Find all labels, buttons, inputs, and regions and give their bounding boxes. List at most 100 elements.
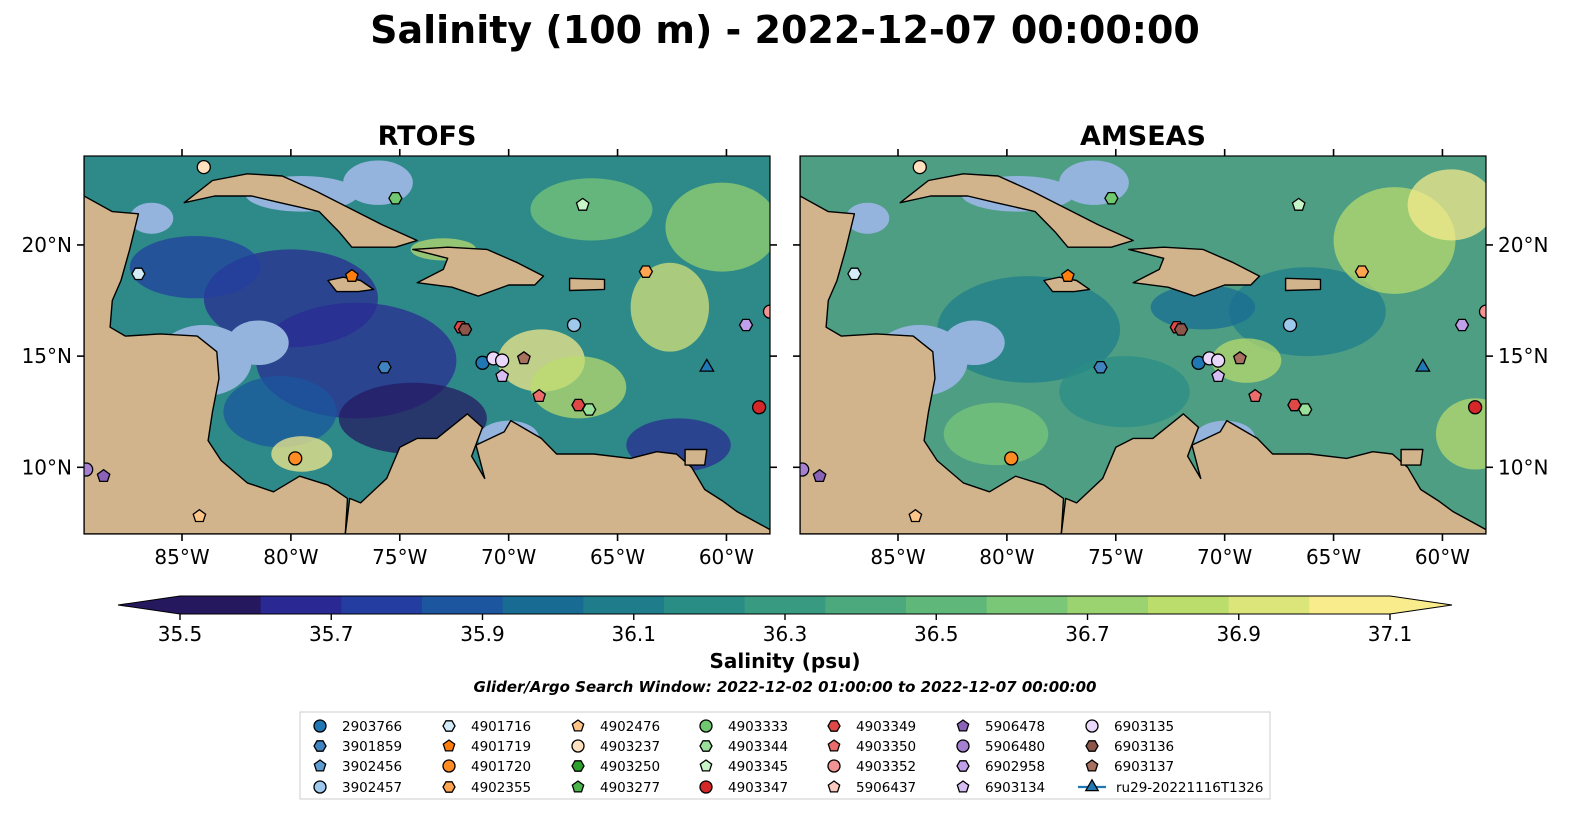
map-ticks-amseas: 85°W 80°W 75°W 70°W 65°W 60°W 10°N 15°N 20°N: [793, 149, 1548, 569]
observation-marker: [1478, 304, 1486, 319]
legend-item: 4903237: [571, 739, 660, 755]
observation-marker: [1093, 360, 1108, 374]
legend-marker: [956, 719, 970, 732]
legend-label: 4903347: [728, 780, 788, 796]
map-ticks-rtofs: 85°W 80°W 75°W 70°W 65°W 60°W 10°N 15°N 20°N: [22, 149, 777, 569]
legend-label: 6903135: [1114, 719, 1174, 735]
legend-marker: [827, 780, 841, 793]
legend-marker: [827, 739, 841, 752]
lon-tick-label: 65°W: [1306, 545, 1361, 569]
colorbar-tick-label: 35.7: [309, 622, 354, 646]
salinity-patch: [1435, 398, 1486, 470]
legend-marker: [442, 781, 456, 793]
colorbar-tick-label: 36.3: [763, 622, 808, 646]
observation-marker: [1104, 191, 1119, 205]
legend-marker: [699, 719, 713, 733]
legend-marker: [1085, 719, 1099, 733]
land-hispaniola: [1128, 246, 1261, 297]
salinity-patch: [129, 236, 261, 299]
salinity-patch: [1211, 338, 1282, 383]
observation-marker: [847, 267, 862, 281]
observation-marker: [84, 462, 94, 477]
observations-rtofs: [84, 159, 770, 523]
colorbar-tick-label: 36.9: [1216, 622, 1261, 646]
colorbar-swatch: [1067, 596, 1149, 614]
observation-marker: [575, 197, 590, 211]
shallow-shelf: [129, 202, 174, 234]
observation-marker: [1287, 398, 1302, 412]
lat-tick-label: 20°N: [1498, 233, 1548, 257]
observation-marker: [344, 268, 359, 282]
lon-tick-label: 75°W: [1088, 545, 1143, 569]
colorbar-swatch: [1228, 596, 1310, 614]
legend: 2903766 3901859 3902456 3902457 4901716 49017…: [313, 719, 1263, 796]
observations-amseas: [800, 159, 1486, 523]
land-cuba: [183, 173, 418, 248]
legend-marker: [1084, 778, 1100, 792]
legend-item: 6903136: [1085, 739, 1174, 755]
legend-label: 4902476: [600, 719, 660, 735]
legend-label: 4903250: [600, 759, 660, 775]
colorbar-tick-label: 37.1: [1368, 622, 1413, 646]
lon-tick-label: 70°W: [1197, 545, 1252, 569]
land-central-america: [84, 156, 349, 534]
salinity-patch: [630, 262, 710, 352]
panel-title-amseas: AMSEAS: [1080, 121, 1206, 152]
observation-marker: [638, 265, 654, 278]
observation-marker: [388, 191, 403, 205]
legend-marker: [956, 780, 970, 793]
legend-item: 4903352: [827, 759, 916, 775]
land-trinidad: [1400, 448, 1424, 466]
legend-item: 4903345: [699, 759, 788, 775]
colorbar-swatch: [1148, 596, 1230, 614]
salinity-patch: [1150, 284, 1256, 330]
land-south-america: [344, 413, 770, 534]
legend-item: 5906437: [827, 780, 916, 796]
colorbar-swatch: [1309, 596, 1391, 614]
lon-tick-label: 65°W: [590, 545, 645, 569]
panel-title-rtofs: RTOFS: [378, 121, 477, 152]
legend-item: 6902958: [956, 759, 1045, 775]
observation-marker: [1297, 403, 1313, 416]
legend-item: 4901720: [442, 759, 531, 775]
legend-marker: [571, 739, 585, 753]
colorbar-swatch: [341, 596, 423, 614]
figure-title: Salinity (100 m) - 2022-12-07 00:00:00: [370, 8, 1200, 52]
map-panel-rtofs: [84, 156, 770, 534]
observation-marker: [762, 304, 770, 319]
legend-label: 2903766: [342, 719, 402, 735]
salinity-patch: [1059, 356, 1190, 428]
observation-marker: [812, 468, 827, 483]
legend-label: 4903344: [728, 739, 788, 755]
legend-label: 4903333: [728, 719, 788, 735]
observation-marker: [738, 318, 754, 332]
lat-tick-label: 15°N: [22, 344, 72, 368]
colorbar-swatch: [664, 596, 746, 614]
colorbar-tick-label: 36.5: [914, 622, 959, 646]
legend-marker: [956, 739, 970, 753]
legend-marker: [313, 740, 327, 752]
legend-marker: [571, 780, 585, 793]
legend-marker: [313, 780, 327, 794]
land-puerto-rico: [568, 277, 606, 292]
observation-marker: [196, 159, 211, 175]
legend-label: 4903237: [600, 739, 660, 755]
colorbar-swatch: [583, 596, 665, 614]
lon-tick-label: 85°W: [870, 545, 925, 569]
lat-tick-label: 20°N: [22, 233, 72, 257]
legend-marker: [442, 759, 456, 773]
observation-marker: [800, 462, 810, 477]
observation-marker: [1282, 317, 1298, 333]
shallow-shelf: [845, 202, 890, 234]
legend-marker: [313, 719, 327, 733]
legend-box: [299, 711, 1271, 800]
salinity-patch: [530, 178, 653, 241]
legend-item: 5906478: [956, 719, 1045, 735]
legend-item: 6903134: [956, 780, 1045, 796]
legend-item: 3902457: [313, 780, 402, 796]
legend-marker: [1085, 759, 1099, 772]
land-south-america: [1060, 413, 1486, 534]
legend-label: 4902355: [471, 780, 531, 796]
observation-marker: [1210, 353, 1226, 368]
